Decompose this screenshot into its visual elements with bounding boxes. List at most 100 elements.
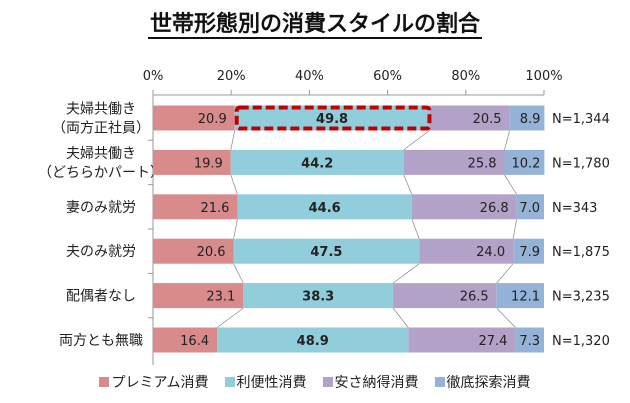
series-connector-line — [496, 307, 516, 328]
data-label: 20.6 — [197, 245, 226, 260]
data-label: 47.5 — [310, 245, 342, 260]
data-label: 25.8 — [468, 156, 497, 171]
bar-segment — [419, 238, 514, 264]
series-connector-line — [411, 219, 420, 239]
sample-size-label: N=1,875 — [552, 245, 610, 260]
x-tick-label: 0% — [143, 69, 164, 84]
data-label: 26.5 — [460, 290, 489, 305]
category-label: 配偶者なし — [66, 289, 136, 305]
legend-item: 利便性消費 — [224, 372, 307, 392]
series-connector-line — [233, 219, 238, 239]
data-label: 44.6 — [309, 201, 341, 216]
legend-swatch — [434, 377, 445, 387]
sample-size-label: N=343 — [552, 201, 597, 216]
bar-segment — [516, 194, 544, 220]
bar-segment — [411, 194, 517, 220]
data-label: 49.8 — [316, 112, 348, 127]
bar-segment — [504, 149, 545, 175]
bar-segment — [217, 327, 409, 353]
x-tick-label: 60% — [373, 69, 402, 84]
legend-swatch — [99, 377, 110, 387]
bar-segment — [153, 283, 244, 309]
category-label: 妻のみ就労 — [66, 200, 136, 216]
x-tick-label: 40% — [295, 69, 324, 84]
data-label: 23.1 — [206, 290, 235, 305]
bar-segment — [496, 283, 544, 309]
sample-size-label: N=3,235 — [552, 290, 610, 305]
category-label: 夫婦共働き — [66, 101, 136, 118]
sample-size-label: N=1,780 — [552, 156, 610, 171]
x-tick-label: 20% — [217, 69, 246, 84]
data-label: 26.8 — [480, 201, 509, 216]
bar-segment — [509, 105, 545, 131]
legend-item: プレミアム消費 — [99, 372, 209, 392]
chart-title: 世帯形態別の消費スタイルの割合 — [0, 6, 630, 39]
legend-label: 利便性消費 — [236, 375, 307, 391]
category-label: 両方とも無職 — [59, 333, 143, 349]
data-label: 24.0 — [476, 245, 505, 260]
legend-label: 安さ納得消費 — [334, 375, 419, 391]
data-label: 7.9 — [519, 245, 540, 260]
legend-label: 徹底探索消費 — [446, 375, 531, 391]
series-connector-line — [230, 174, 238, 195]
data-label: 10.2 — [511, 156, 540, 171]
series-connector-line — [230, 130, 236, 150]
sample-size-label: N=1,320 — [552, 334, 610, 349]
bar-segment — [153, 105, 235, 131]
bar-segment — [237, 194, 412, 220]
series-connector-line — [392, 263, 420, 284]
data-label: 7.0 — [519, 201, 540, 216]
data-label: 12.1 — [511, 290, 540, 305]
data-label: 48.9 — [297, 334, 329, 349]
bar-segment — [408, 327, 516, 353]
data-label: 21.6 — [201, 201, 230, 216]
data-label: 38.3 — [302, 290, 334, 305]
series-connector-line — [504, 130, 510, 150]
category-label: （両方正社員） — [52, 121, 150, 137]
data-label: 16.4 — [180, 334, 209, 349]
bar-segment — [403, 149, 505, 175]
data-label: 20.9 — [198, 112, 227, 127]
legend-item: 徹底探索消費 — [434, 372, 531, 392]
series-connector-line — [403, 130, 430, 151]
bar-segment — [513, 238, 544, 264]
series-connector-line — [392, 307, 409, 328]
chart-title-text: 世帯形態別の消費スタイルの割合 — [147, 12, 482, 39]
bar-segment — [233, 238, 420, 264]
series-connector-line — [233, 263, 244, 284]
series-connector-line — [512, 219, 517, 239]
bar-segment — [515, 327, 544, 353]
bar-segment — [153, 194, 238, 220]
category-label: （どちらかパート） — [38, 165, 164, 181]
bar-segment — [234, 105, 430, 131]
bar-segment — [153, 149, 231, 175]
data-label: 44.2 — [301, 156, 333, 171]
category-label: 夫婦共働き — [66, 145, 136, 162]
legend-swatch — [322, 377, 333, 387]
data-label: 19.9 — [194, 156, 223, 171]
bar-segment — [393, 283, 497, 309]
series-connector-line — [216, 307, 244, 328]
x-tick-label: 100% — [525, 69, 562, 84]
data-label: 20.5 — [473, 112, 502, 127]
series-connector-line — [496, 263, 514, 284]
data-label: 8.9 — [520, 112, 541, 127]
bar-segment — [153, 327, 218, 353]
bar-segment — [153, 238, 234, 264]
highlight-box — [234, 105, 432, 131]
legend: プレミアム消費 利便性消費 安さ納得消費 徹底探索消費 — [0, 372, 630, 392]
bar-segment — [429, 105, 510, 131]
data-label: 7.3 — [519, 334, 540, 349]
series-connector-line — [403, 174, 413, 195]
sample-size-label: N=1,344 — [552, 112, 610, 127]
legend-swatch — [224, 377, 235, 387]
data-label: 27.4 — [479, 334, 508, 349]
bar-segment — [243, 283, 394, 309]
series-connector-line — [504, 174, 517, 195]
x-tick-label: 80% — [451, 69, 480, 84]
legend-label: プレミアム消費 — [111, 375, 209, 391]
bar-segment — [230, 149, 404, 175]
legend-item: 安さ納得消費 — [322, 372, 419, 392]
category-label: 夫のみ就労 — [66, 244, 136, 260]
